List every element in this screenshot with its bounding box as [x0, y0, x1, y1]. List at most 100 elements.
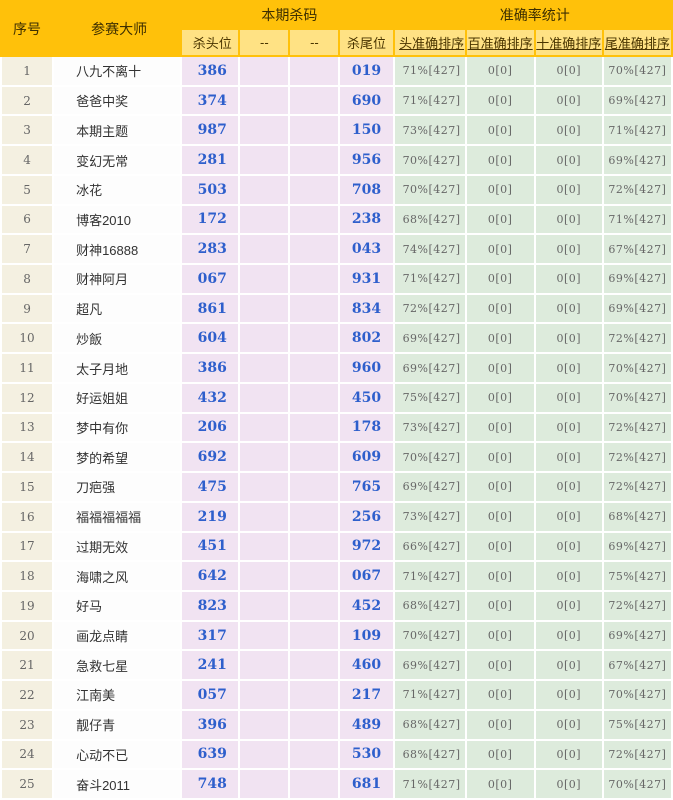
accuracy-head-value: 73%[427] — [394, 116, 465, 145]
accuracy-ten-value: 0[0] — [535, 502, 602, 531]
accuracy-hundred-value: 0[0] — [466, 146, 534, 174]
sort-link-head-accuracy[interactable]: 头准确排序 — [394, 30, 465, 55]
kill-mid-cell-2 — [290, 591, 339, 620]
kill-mid-cell-1 — [240, 86, 289, 115]
accuracy-hundred-value: 0[0] — [466, 502, 534, 531]
accuracy-head-value: 69%[427] — [394, 324, 465, 353]
kill-head-value: 451 — [182, 532, 239, 561]
accuracy-head-value: 66%[427] — [394, 532, 465, 561]
kill-mid-cell-2 — [290, 621, 339, 650]
accuracy-ten-value: 0[0] — [535, 146, 602, 174]
kill-tail-value: 802 — [340, 324, 393, 353]
kill-head-value: 206 — [182, 413, 239, 442]
accuracy-tail-value: 70%[427] — [603, 57, 671, 85]
kill-tail-value: 460 — [340, 651, 393, 680]
row-serial: 25 — [2, 770, 53, 798]
kill-mid-cell-2 — [290, 651, 339, 680]
kill-head-value: 219 — [182, 502, 239, 531]
kill-head-value: 748 — [182, 770, 239, 798]
accuracy-hundred-value: 0[0] — [466, 443, 534, 472]
accuracy-hundred-value: 0[0] — [466, 651, 534, 680]
kill-head-value: 604 — [182, 324, 239, 353]
accuracy-tail-value: 72%[427] — [603, 591, 671, 620]
row-serial: 18 — [2, 562, 53, 590]
kill-mid-cell-2 — [290, 86, 339, 115]
accuracy-tail-value: 70%[427] — [603, 354, 671, 382]
accuracy-ten-value: 0[0] — [535, 116, 602, 145]
table-row: 21 急救七星 241 460 69%[427] 0[0] 0[0] 67%[427] — [2, 651, 671, 680]
accuracy-tail-value: 69%[427] — [603, 294, 671, 323]
table-row: 10 炒飯 604 802 69%[427] 0[0] 0[0] 72%[427] — [2, 324, 671, 353]
table-row: 19 好马 823 452 68%[427] 0[0] 0[0] 72%[427] — [2, 591, 671, 620]
kill-head-value: 475 — [182, 473, 239, 501]
kill-tail-value: 708 — [340, 175, 393, 204]
accuracy-head-value: 68%[427] — [394, 591, 465, 620]
header-row-groups: 序号 参赛大师 本期杀码 准确率统计 — [2, 2, 671, 55]
table-row: 5 冰花 503 708 70%[427] 0[0] 0[0] 72%[427] — [2, 175, 671, 204]
accuracy-tail-value: 72%[427] — [603, 443, 671, 472]
accuracy-hundred-value: 0[0] — [466, 591, 534, 620]
accuracy-tail-value: 71%[427] — [603, 116, 671, 145]
kill-head-value: 281 — [182, 146, 239, 174]
kill-head-value: 317 — [182, 621, 239, 650]
kill-head-value: 241 — [182, 651, 239, 680]
table-row: 12 好运姐姐 432 450 75%[427] 0[0] 0[0] 70%[427] — [2, 383, 671, 412]
kill-tail-value: 217 — [340, 681, 393, 709]
table-row: 24 心动不已 639 530 68%[427] 0[0] 0[0] 72%[427] — [2, 740, 671, 769]
accuracy-hundred-value: 0[0] — [466, 205, 534, 234]
accuracy-hundred-value: 0[0] — [466, 413, 534, 442]
accuracy-tail-value: 69%[427] — [603, 265, 671, 293]
accuracy-ten-value: 0[0] — [535, 294, 602, 323]
row-serial: 22 — [2, 681, 53, 709]
kill-mid-cell-1 — [240, 532, 289, 561]
sort-link-hundred-accuracy[interactable]: 百准确排序 — [466, 30, 534, 55]
accuracy-tail-value: 70%[427] — [603, 770, 671, 798]
kill-mid-cell-1 — [240, 473, 289, 501]
accuracy-tail-value: 69%[427] — [603, 146, 671, 174]
row-serial: 4 — [2, 146, 53, 174]
kill-mid-cell-1 — [240, 621, 289, 650]
accuracy-tail-value: 70%[427] — [603, 383, 671, 412]
table-row: 3 本期主题 987 150 73%[427] 0[0] 0[0] 71%[427] — [2, 116, 671, 145]
accuracy-tail-value: 70%[427] — [603, 681, 671, 709]
accuracy-hundred-value: 0[0] — [466, 235, 534, 264]
accuracy-tail-value: 69%[427] — [603, 621, 671, 650]
kill-mid-cell-2 — [290, 235, 339, 264]
table-row: 4 变幻无常 281 956 70%[427] 0[0] 0[0] 69%[427] — [2, 146, 671, 174]
master-name: 博客2010 — [54, 205, 181, 234]
accuracy-ten-value: 0[0] — [535, 383, 602, 412]
kill-mid-cell-1 — [240, 146, 289, 174]
table-row: 2 爸爸中奖 374 690 71%[427] 0[0] 0[0] 69%[427] — [2, 86, 671, 115]
kill-mid-cell-2 — [290, 473, 339, 501]
accuracy-head-value: 68%[427] — [394, 205, 465, 234]
kill-mid-cell-2 — [290, 265, 339, 293]
kill-mid-cell-2 — [290, 532, 339, 561]
kill-mid-cell-2 — [290, 354, 339, 382]
master-name: 财神阿月 — [54, 265, 181, 293]
col-header-master: 参赛大师 — [54, 2, 181, 55]
kill-mid-cell-1 — [240, 294, 289, 323]
accuracy-hundred-value: 0[0] — [466, 57, 534, 85]
accuracy-ten-value: 0[0] — [535, 235, 602, 264]
kill-mid-cell-2 — [290, 294, 339, 323]
kill-mid-cell-1 — [240, 116, 289, 145]
accuracy-head-value: 73%[427] — [394, 502, 465, 531]
accuracy-ten-value: 0[0] — [535, 651, 602, 680]
master-name: 梦的希望 — [54, 443, 181, 472]
master-name: 本期主题 — [54, 116, 181, 145]
kill-tail-value: 067 — [340, 562, 393, 590]
accuracy-ten-value: 0[0] — [535, 591, 602, 620]
sort-link-ten-accuracy[interactable]: 十准确排序 — [535, 30, 602, 55]
sort-link-tail-accuracy[interactable]: 尾准确排序 — [603, 30, 671, 55]
accuracy-head-value: 70%[427] — [394, 175, 465, 204]
kill-mid-cell-2 — [290, 413, 339, 442]
kill-tail-value: 150 — [340, 116, 393, 145]
master-name: 梦中有你 — [54, 413, 181, 442]
table-row: 13 梦中有你 206 178 73%[427] 0[0] 0[0] 72%[427] — [2, 413, 671, 442]
master-name: 心动不已 — [54, 740, 181, 769]
row-serial: 1 — [2, 57, 53, 85]
accuracy-hundred-value: 0[0] — [466, 740, 534, 769]
accuracy-tail-value: 71%[427] — [603, 205, 671, 234]
kill-mid-cell-1 — [240, 770, 289, 798]
